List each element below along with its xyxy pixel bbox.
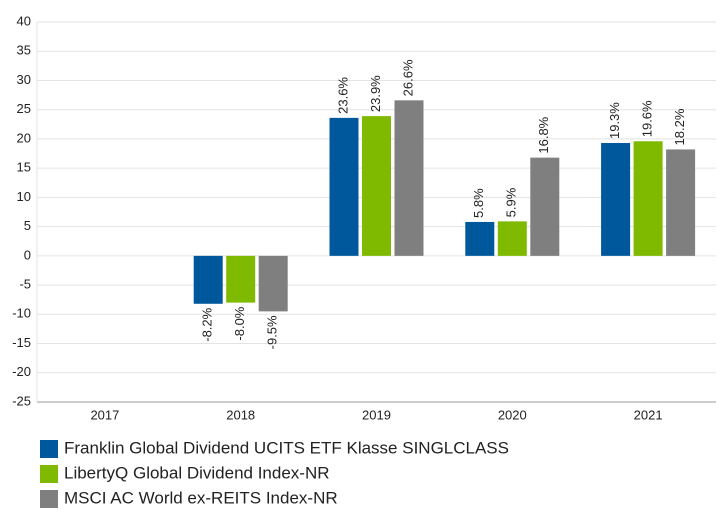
y-tick-label: 40	[17, 13, 31, 28]
x-tick-label: 2020	[498, 407, 527, 422]
data-label: 5.9%	[504, 187, 519, 217]
y-tick-label: -5	[19, 277, 31, 292]
data-label: 23.9%	[368, 75, 383, 112]
y-tick-label: 0	[24, 247, 31, 262]
y-tick-label: 10	[17, 189, 31, 204]
bar	[362, 116, 391, 256]
data-label: 26.6%	[400, 59, 415, 96]
x-tick-label: 2019	[362, 407, 391, 422]
y-tick-label: 30	[17, 72, 31, 87]
x-tick-label: 2017	[90, 407, 119, 422]
y-tick-label: -20	[12, 364, 31, 379]
data-label: -8.2%	[200, 307, 215, 341]
legend-label: MSCI AC World ex-REITS Index-NR	[64, 488, 338, 507]
y-tick-label: 15	[17, 160, 31, 175]
data-label: 16.8%	[536, 116, 551, 153]
bar	[193, 255, 223, 304]
legend-label: Franklin Global Dividend UCITS ETF Klass…	[64, 438, 509, 457]
bar	[666, 149, 696, 256]
data-label: 18.2%	[672, 108, 687, 145]
x-tick-label: 2021	[634, 407, 663, 422]
bar	[394, 100, 424, 256]
bar	[465, 221, 495, 256]
bar	[530, 157, 560, 256]
bar	[497, 221, 527, 256]
bar	[226, 255, 256, 303]
y-tick-label: -25	[12, 393, 31, 408]
legend-swatch	[40, 440, 58, 458]
data-label: 23.6%	[335, 77, 350, 114]
data-label: 5.8%	[471, 188, 486, 218]
y-tick-label: 20	[17, 130, 31, 145]
data-label: 19.6%	[640, 100, 655, 137]
y-tick-label: 5	[24, 218, 31, 233]
legend-label: LibertyQ Global Dividend Index-NR	[64, 463, 330, 482]
bar	[633, 141, 663, 256]
y-tick-label: -10	[12, 306, 31, 321]
x-tick-label: 2018	[226, 407, 255, 422]
data-label: -8.0%	[232, 306, 247, 340]
y-tick-label: 25	[17, 101, 31, 116]
legend-swatch	[40, 465, 58, 483]
bar	[601, 143, 631, 256]
y-tick-label: 35	[17, 43, 31, 58]
bar	[258, 255, 288, 312]
legend-swatch	[40, 490, 58, 508]
data-label: -9.5%	[265, 315, 280, 349]
data-label: 19.3%	[607, 102, 622, 139]
y-tick-label: -15	[12, 335, 31, 350]
bar	[329, 117, 359, 256]
